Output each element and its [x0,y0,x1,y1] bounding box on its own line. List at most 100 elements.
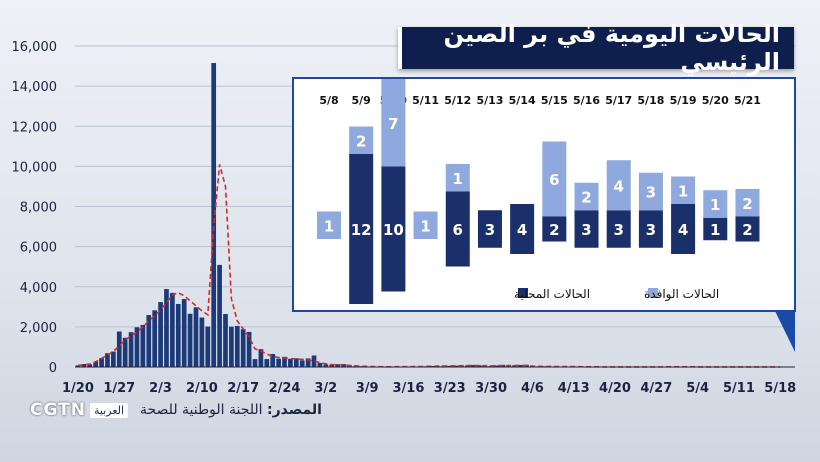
local-segment-11 [671,204,696,254]
daily-bar-2 [87,364,93,367]
x-tick-label-2: 2/3 [149,381,172,396]
daily-bar-67 [471,364,476,367]
daily-bar-3 [93,361,99,367]
daily-bar-6 [111,351,116,367]
local-value-8: 3 [581,221,591,239]
imported-segment-2 [381,79,406,167]
local-segment-10 [638,210,663,248]
local-segment-1 [349,154,374,304]
legend-swatch-imported [648,288,658,298]
local-segment-9 [606,210,631,248]
imported-value-9: 4 [613,177,623,195]
daily-bar-28 [240,329,246,367]
daily-bar-8 [122,337,128,367]
x-tick-label-6: 3/2 [314,381,337,396]
imported-segment-10 [638,172,663,211]
imported-segment-3 [413,211,438,239]
daily-bar-30 [252,359,258,367]
y-tick-label-2: 4,000 [20,281,57,296]
inset-date-label-0: 5/8 [319,94,338,107]
inset-date-label-1: 5/9 [352,94,371,107]
local-value-10: 3 [646,221,656,239]
daily-bar-7 [116,331,122,367]
x-tick-label-12: 4/13 [558,381,590,396]
daily-bar-45 [341,364,346,367]
daily-bar-32 [264,359,270,367]
inset-date-label-8: 5/16 [573,94,600,107]
imported-segment-8 [574,182,599,211]
daily-bar-12 [146,315,152,367]
imported-value-4: 1 [453,170,463,188]
daily-bar-33 [270,353,276,367]
imported-value-7: 6 [549,171,559,189]
y-tick-label-0: 0 [49,361,57,376]
inset-date-label-7: 5/15 [541,94,568,107]
source-text: اللجنة الوطنية للصحة [140,402,263,418]
daily-bar-31 [258,349,264,367]
local-segment-8 [574,210,599,248]
y-tick-label-3: 6,000 [20,241,57,256]
daily-bar-37 [293,358,299,367]
imported-segment-12 [703,190,728,218]
local-value-4: 6 [453,221,463,239]
inset-date-label-12: 5/20 [702,94,729,107]
imported-value-10: 3 [646,184,656,202]
local-value-13: 2 [742,221,752,239]
daily-bar-1 [81,364,87,367]
daily-bar-23 [211,63,217,367]
x-tick-label-1: 1/27 [103,381,135,396]
daily-bar-24 [217,264,222,367]
logo-sub: العربية [89,402,129,418]
inset-date-label-4: 5/12 [444,94,471,107]
local-segment-12 [703,217,728,241]
y-tick-label-8: 16,000 [12,40,58,55]
daily-bar-13 [152,310,158,367]
imported-segment-13 [735,189,760,217]
local-value-12: 1 [710,221,720,239]
imported-value-11: 1 [678,182,688,200]
daily-bar-17 [175,303,181,367]
daily-bar-29 [246,331,252,367]
imported-value-2: 7 [388,115,398,133]
daily-bar-35 [282,356,287,367]
source-note: المصدر: اللجنة الوطنية للصحة [140,402,322,418]
daily-bar-41 [317,362,323,367]
x-tick-label-11: 4/6 [521,381,544,396]
y-tick-label-7: 14,000 [12,80,58,95]
legend-swatch-local [518,288,528,298]
chart-title: الحالات اليومية في بر الصين الرئيسي [443,20,780,76]
daily-bar-63 [447,365,453,367]
x-tick-label-8: 3/16 [392,381,424,396]
daily-bar-75 [518,364,523,367]
daily-bar-21 [199,317,205,367]
y-tick-label-4: 8,000 [20,201,57,216]
daily-bar-27 [234,325,240,367]
imported-value-12: 1 [710,196,720,214]
daily-bar-44 [335,364,340,367]
daily-bar-14 [158,302,163,367]
local-value-9: 3 [613,221,623,239]
daily-bar-10 [134,327,140,367]
local-value-2: 10 [383,221,404,239]
x-tick-label-5: 2/24 [269,381,301,396]
imported-segment-7 [542,141,567,217]
trend-line [77,164,781,368]
local-value-11: 4 [678,221,688,239]
x-tick-label-7: 3/9 [356,381,379,396]
x-tick-label-14: 4/27 [640,381,672,396]
daily-bar-40 [311,355,317,367]
daily-bar-15 [164,289,169,367]
legend-label-imported: الحالات الوافدة [644,287,719,302]
imported-value-1: 2 [356,132,366,150]
local-value-1: 12 [351,221,372,239]
imported-value-3: 1 [420,217,430,235]
local-value-7: 2 [549,221,559,239]
inset-date-label-3: 5/11 [412,94,439,107]
daily-bar-11 [140,324,146,367]
daily-bar-4 [99,358,104,367]
logo-brand: CGTN [30,400,86,420]
x-tick-label-17: 5/18 [764,381,796,396]
title-banner: الحالات اليومية في بر الصين الرئيسي [398,20,794,76]
daily-bar-38 [299,360,305,367]
